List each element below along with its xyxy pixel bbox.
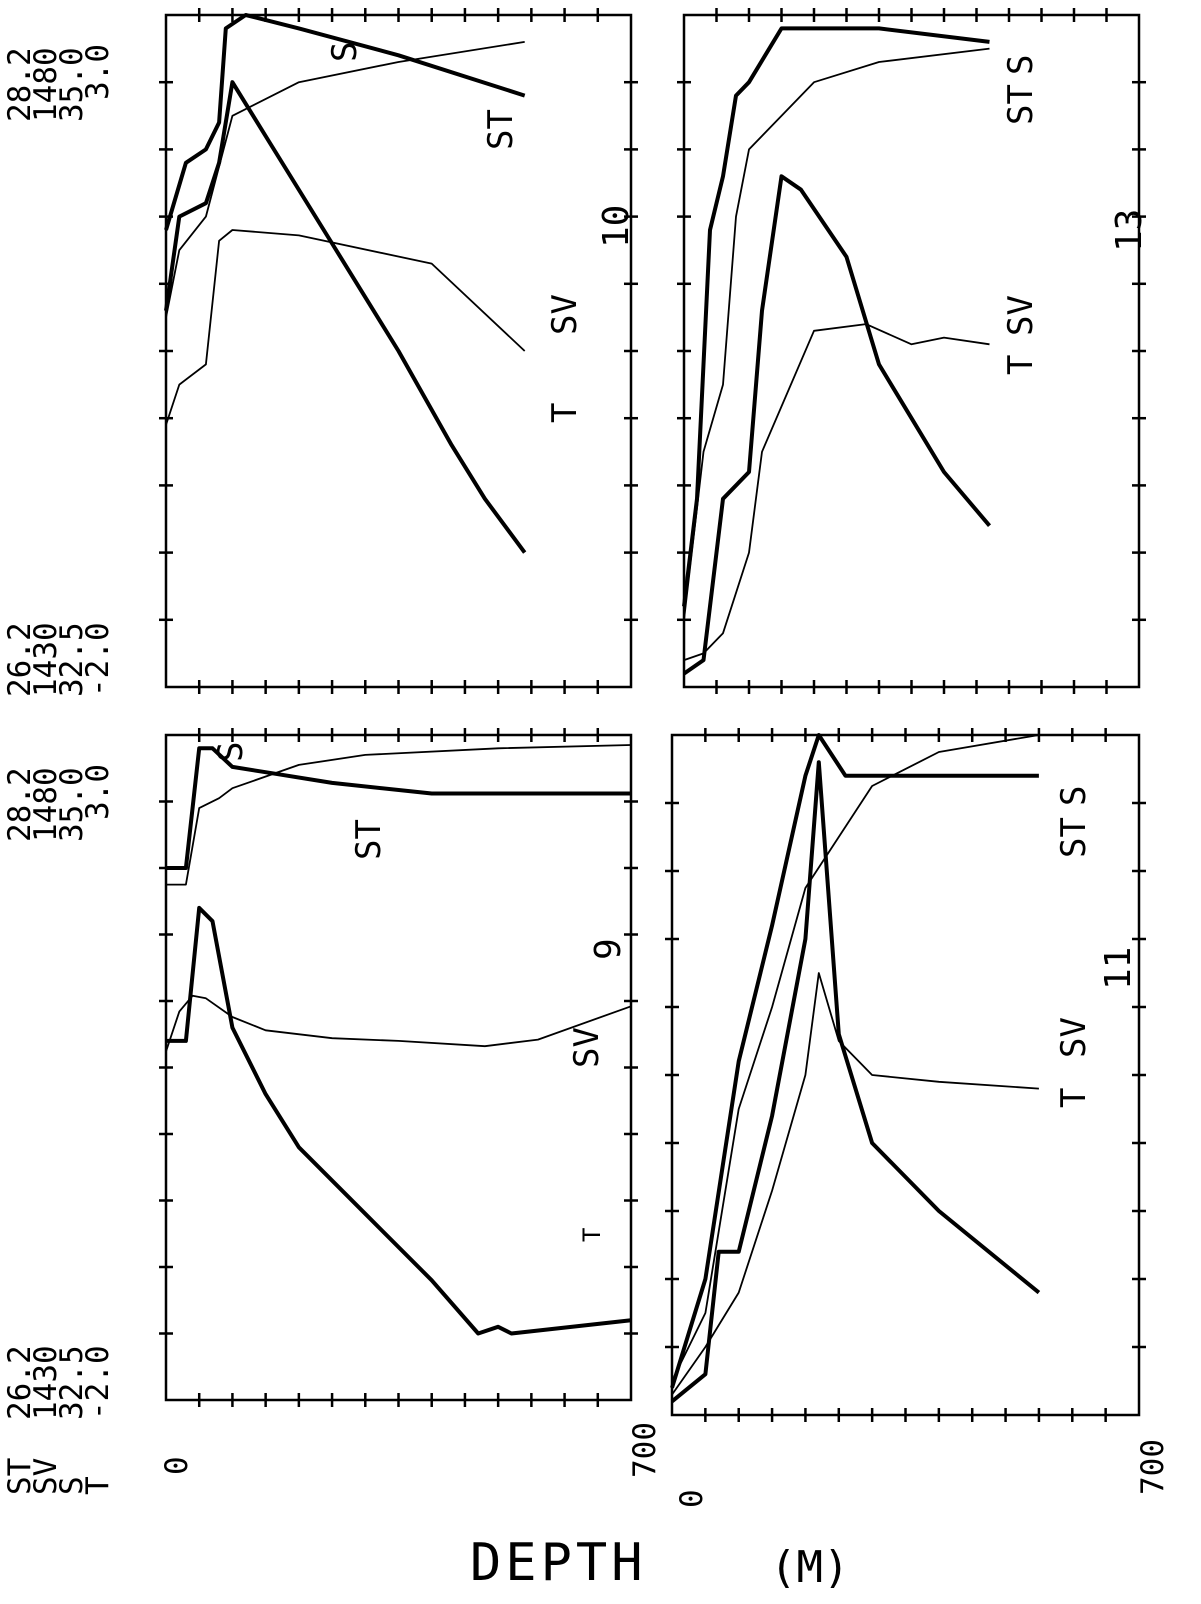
scale-label: 1430: [28, 1345, 64, 1420]
curve-label-sv-panel-10: SV: [545, 294, 585, 335]
curve-label-st-panel-11: ST: [1054, 817, 1094, 858]
series-sv-line-station-13: [683, 323, 990, 661]
series-st-line-station-10: [165, 41, 525, 318]
series-st-line-station-13: [683, 47, 990, 620]
x-tick-0-panel-11: 0: [674, 1489, 710, 1508]
data-curves: [164, 13, 1041, 1403]
scale-label: -2.0: [80, 622, 116, 697]
scale-label: 28.2: [2, 47, 38, 122]
series-t-line-station-11: [670, 760, 1041, 1403]
axis-ticks: [159, 8, 1146, 1422]
curve-label-sv-panel-9: SV: [567, 1027, 607, 1068]
x-tick-label: 0: [159, 1456, 195, 1475]
station-number: 11: [1098, 947, 1139, 990]
svg-text:S: S: [211, 742, 251, 762]
svg-text:S: S: [1054, 786, 1094, 806]
series-s-line-station-9: [166, 746, 631, 870]
curve-label-st-panel-13: ST: [1001, 84, 1041, 125]
station-number: 10: [596, 205, 637, 248]
svg-text:T: T: [545, 403, 585, 423]
series-sv-line-station-10: [165, 229, 526, 426]
curve-label-st-panel-9: ST: [349, 819, 389, 860]
key-t: T: [80, 1476, 116, 1495]
station-label-10: 10: [596, 205, 637, 248]
curve-label-sv-panel-13: SV: [1001, 295, 1041, 336]
svg-text:S: S: [1001, 55, 1041, 75]
station-label-11: 11: [1098, 947, 1139, 990]
curve-label-s-panel-9: S: [211, 742, 251, 762]
key-s: S: [54, 1476, 90, 1495]
series-s-line-station-10: [164, 13, 526, 231]
series-st-line-station-9: [166, 744, 632, 886]
station-label-9: 9: [588, 938, 629, 960]
curve-label-t-panel-11: T: [1054, 1088, 1094, 1108]
scale-top-panel-9: 28.2 1480 35.0 3.0: [2, 764, 116, 842]
scale-label: 26.2: [2, 1345, 38, 1420]
scale-label: 35.0: [54, 47, 90, 122]
curve-label-sv-panel-11: SV: [1054, 1017, 1094, 1058]
x-tick-700-panel-11: 700: [1135, 1439, 1171, 1495]
x-tick-label: 700: [1135, 1439, 1171, 1495]
x-tick-label: 700: [627, 1422, 663, 1478]
series-sv-line-station-11: [671, 972, 1039, 1396]
panel-frame-9: [164, 733, 633, 1402]
scale-label: -2.0: [80, 1345, 116, 1420]
series-st-line-station-11: [671, 734, 1040, 1382]
series-t-line-station-10: [164, 80, 527, 554]
depth-axis-title: DEPTH: [470, 1533, 647, 1593]
station-number: 9: [588, 938, 629, 960]
svg-text:ST: ST: [349, 819, 389, 860]
series-t-line-station-9: [166, 905, 632, 1336]
x-tick-0-panel-9: 0: [159, 1456, 195, 1475]
scale-label: 32.5: [54, 1345, 90, 1420]
variable-key: ST SV S T: [2, 1458, 116, 1495]
curve-label-st-panel-10: ST: [481, 109, 521, 150]
svg-text:S: S: [325, 42, 365, 62]
svg-text:T: T: [1054, 1088, 1094, 1108]
svg-text:T: T: [1001, 355, 1041, 375]
scale-label: 32.5: [54, 622, 90, 697]
svg-text:SV: SV: [1054, 1017, 1094, 1058]
curve-label-t-panel-10: T: [545, 403, 585, 423]
scale-top-panel-10: 28.2 1480 35.0 3.0: [2, 44, 116, 122]
svg-text:T: T: [578, 1228, 606, 1242]
scale-label: 1480: [28, 47, 64, 122]
key-st: ST: [2, 1458, 38, 1495]
svg-text:SV: SV: [1001, 295, 1041, 336]
scale-label: 1430: [28, 622, 64, 697]
svg-text:ST: ST: [1001, 84, 1041, 125]
svg-text:SV: SV: [567, 1027, 607, 1068]
series-sv-line-station-9: [165, 994, 632, 1052]
scale-label: 3.0: [80, 764, 116, 820]
curve-label-s-panel-10: S: [325, 42, 365, 62]
curve-label-t-panel-13: T: [1001, 355, 1041, 375]
panel-frame-13: [682, 13, 1141, 689]
depth-axis-unit: (M): [770, 1542, 849, 1593]
svg-text:ST: ST: [1054, 817, 1094, 858]
scale-label: 35.0: [54, 767, 90, 842]
series-s-line-station-11: [670, 733, 1039, 1389]
scale-label: 28.2: [2, 767, 38, 842]
scale-label: 1480: [28, 767, 64, 842]
curve-label-s-panel-13: S: [1001, 55, 1041, 75]
svg-text:ST: ST: [481, 109, 521, 150]
series-t-line-station-13: [682, 174, 992, 676]
x-tick-label: 0: [674, 1489, 710, 1508]
station-number: 13: [1109, 209, 1150, 252]
series-s-line-station-13: [682, 26, 990, 607]
scale-label: 3.0: [80, 44, 116, 100]
x-tick-700-panel-9: 700: [627, 1422, 663, 1478]
key-sv: SV: [28, 1458, 64, 1495]
scale-bottom-panel-10: 26.2 1430 32.5 -2.0: [2, 622, 116, 697]
curve-label-t-panel-9: T: [578, 1228, 606, 1242]
curve-label-s-panel-11: S: [1054, 786, 1094, 806]
station-label-13: 13: [1109, 209, 1150, 252]
scale-bottom-panel-9: 26.2 1430 32.5 -2.0: [2, 1345, 116, 1420]
svg-text:SV: SV: [545, 294, 585, 335]
scale-label: 26.2: [2, 622, 38, 697]
